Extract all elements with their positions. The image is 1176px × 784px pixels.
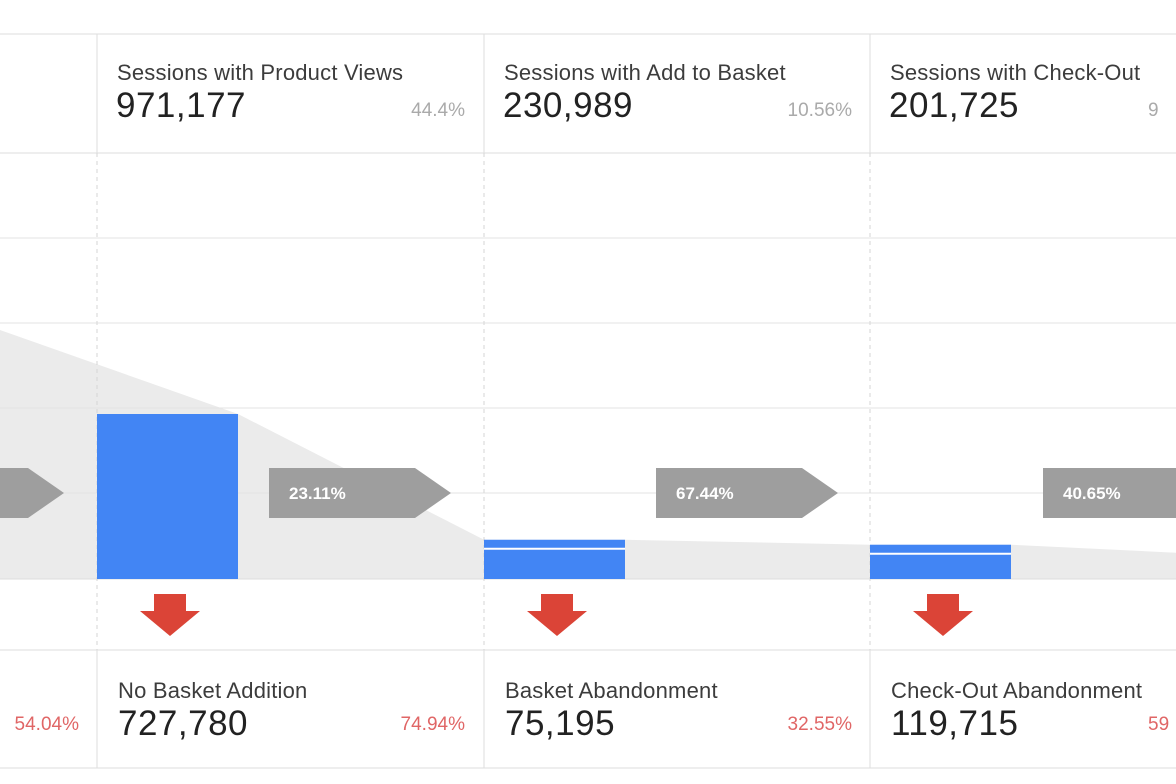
step-header-check-out: Sessions with Check-Out 201,725 9	[870, 34, 1176, 153]
funnel-bar	[484, 539, 625, 579]
step-header-add-to-basket: Sessions with Add to Basket 230,989 10.5…	[484, 34, 870, 153]
dropoff-percent: 74.94%	[400, 714, 465, 735]
step-value: 230,989	[503, 86, 634, 125]
flow-badge	[1043, 468, 1176, 518]
flow-badge	[656, 468, 838, 518]
step-label: Sessions with Add to Basket	[504, 60, 786, 85]
conversion-rate-label: 40.65%	[1063, 484, 1121, 503]
dropoff-percent: 54.04%	[14, 714, 79, 735]
dropoff-value: 727,780	[118, 704, 249, 743]
step-value: 201,725	[889, 86, 1020, 125]
dropoff-value: 75,195	[505, 704, 616, 743]
dropoff-label: No Basket Addition	[118, 678, 308, 703]
dropoff-partial-left: 54.04%	[0, 650, 97, 768]
conversion-rate-label: 23.11%	[289, 484, 346, 503]
step-percent: 9	[1148, 100, 1159, 121]
flow-badge	[269, 468, 451, 518]
funnel-bar	[870, 544, 1011, 579]
dropoff-percent: 32.55%	[787, 714, 852, 735]
conversion-rate-label: 67.44%	[676, 484, 734, 503]
dropoff-label: Basket Abandonment	[505, 678, 718, 703]
dropoff-label: Check-Out Abandonment	[891, 678, 1143, 703]
step-value: 971,177	[116, 86, 247, 125]
dropoff-no-basket-addition: No Basket Addition 727,780 74.94%	[97, 650, 483, 768]
step-header-product-views: Sessions with Product Views 971,177 44.4…	[97, 34, 483, 153]
dropoff-percent: 59	[1148, 714, 1170, 735]
step-label: Sessions with Check-Out	[890, 60, 1141, 85]
funnel-bar	[97, 414, 238, 579]
dropoff-check-out-abandonment: Check-Out Abandonment 119,715 59	[870, 650, 1176, 768]
dropoff-value: 119,715	[891, 704, 1019, 743]
step-label: Sessions with Product Views	[117, 60, 404, 85]
flow-badge-partial	[0, 468, 64, 518]
down-arrow-icon	[140, 594, 200, 636]
step-percent: 44.4%	[411, 100, 465, 121]
dropoff-basket-abandonment: Basket Abandonment 75,195 32.55%	[484, 650, 870, 768]
down-arrow-icon	[527, 594, 587, 636]
step-percent: 10.56%	[787, 100, 852, 121]
down-arrow-icon	[913, 594, 973, 636]
